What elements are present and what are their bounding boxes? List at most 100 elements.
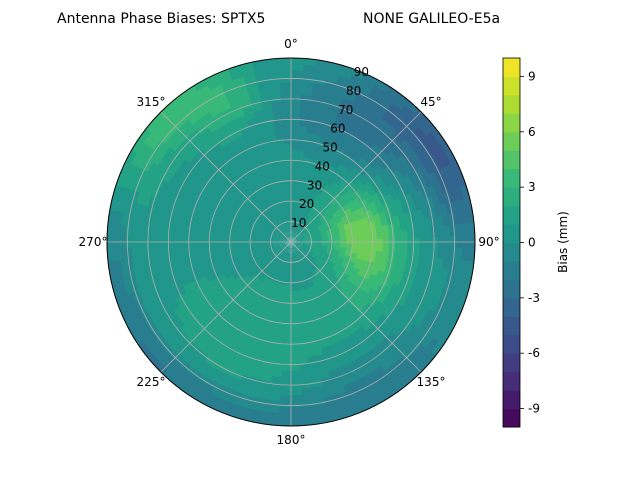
contour-cell <box>339 232 348 238</box>
contour-cell <box>321 235 329 240</box>
azimuth-grid-line <box>160 241 292 373</box>
contour-cell <box>274 230 281 236</box>
contour-cell <box>314 246 323 251</box>
contour-cell <box>293 229 298 237</box>
contour-cell <box>296 238 305 241</box>
contour-cell <box>268 251 276 257</box>
contour-cell <box>286 173 292 181</box>
contour-cell <box>289 413 304 422</box>
contour-cell <box>297 289 303 298</box>
contour-cell <box>270 253 278 260</box>
contour-cell <box>289 394 303 403</box>
contour-cell <box>294 223 298 231</box>
contour-cell <box>272 245 280 250</box>
contour-cell <box>281 173 288 182</box>
contour-cell <box>298 226 304 233</box>
contour-cell <box>173 236 181 247</box>
contour-cell <box>277 326 286 335</box>
contour-cell <box>271 244 280 247</box>
contour-cell <box>296 244 304 249</box>
contour-cell <box>304 253 312 260</box>
contour-cell <box>141 336 156 353</box>
contour-cell <box>299 307 307 317</box>
contour-cell <box>124 161 138 178</box>
contour-cell <box>273 222 280 229</box>
contour-cell <box>254 249 262 254</box>
contour-cell <box>111 182 123 199</box>
contour-cell <box>434 155 448 171</box>
contour-cell <box>339 236 348 241</box>
contour-cell <box>298 369 310 378</box>
contour-cell <box>267 230 275 236</box>
contour-cell <box>285 309 291 317</box>
radial-tick-label: 90 <box>354 65 369 79</box>
contour-cell <box>240 243 249 248</box>
contour-cell <box>279 251 285 259</box>
contour-cell <box>289 346 299 354</box>
contour-cell <box>275 206 281 214</box>
contour-cell <box>271 239 279 242</box>
contour-cell <box>459 285 471 302</box>
contour-cell <box>278 58 293 65</box>
contour-cell <box>388 245 397 255</box>
contour-cell <box>282 345 291 354</box>
contour-cell <box>286 222 290 230</box>
contour-cell <box>364 233 372 241</box>
contour-cell <box>213 183 224 194</box>
colorbar-band <box>503 260 520 280</box>
contour-cell <box>279 245 286 250</box>
contour-cell <box>282 246 288 253</box>
contour-cell <box>205 99 221 112</box>
contour-cell <box>291 242 295 249</box>
contour-cell <box>275 249 282 256</box>
contour-cell <box>301 231 309 236</box>
contour-cell <box>455 172 468 189</box>
contour-cell <box>272 106 284 115</box>
contour-cell <box>291 197 295 206</box>
azimuth-tick-label: 270° <box>79 235 108 249</box>
contour-cell <box>291 239 299 242</box>
contour-cell <box>296 236 304 241</box>
contour-cell <box>197 231 206 239</box>
contour-cell <box>289 401 303 409</box>
contour-cell <box>277 237 286 241</box>
contour-cell <box>291 228 294 236</box>
contour-cell <box>449 247 458 262</box>
contour-cell <box>412 228 421 239</box>
contour-cell <box>419 227 428 239</box>
contour-cell <box>274 289 281 298</box>
contour-cell <box>336 75 352 87</box>
contour-cell <box>439 152 453 169</box>
contour-cell <box>293 284 298 293</box>
contour-cell <box>302 255 309 262</box>
contour-cell <box>281 358 291 366</box>
contour-cell <box>273 247 281 252</box>
contour-cell <box>284 253 288 261</box>
contour-cell <box>270 224 278 231</box>
contour-cell <box>179 236 187 246</box>
contour-cell <box>293 247 297 255</box>
contour-cell <box>296 245 303 250</box>
contour-cell <box>291 239 299 242</box>
contour-cell <box>283 230 289 237</box>
colorbar-tick-label: -6 <box>528 346 540 360</box>
contour-cell <box>138 180 150 195</box>
contour-cell <box>259 247 268 252</box>
contour-cell <box>289 388 302 397</box>
contour-cell <box>278 62 293 71</box>
radial-tick-label: 20 <box>299 197 314 211</box>
contour-cell <box>291 235 295 242</box>
contour-cell <box>279 81 293 90</box>
contour-cell <box>279 161 287 170</box>
contour-cell <box>350 225 359 232</box>
contour-cell <box>291 237 298 242</box>
contour-cell <box>358 83 374 97</box>
contour-cell <box>294 246 300 253</box>
contour-cell <box>364 244 372 252</box>
contour-cell <box>295 173 302 182</box>
contour-cell <box>294 210 298 219</box>
contour-cell <box>456 235 464 250</box>
contour-cell <box>343 91 358 103</box>
contour-cell <box>235 113 249 125</box>
contour-cell <box>292 272 297 280</box>
